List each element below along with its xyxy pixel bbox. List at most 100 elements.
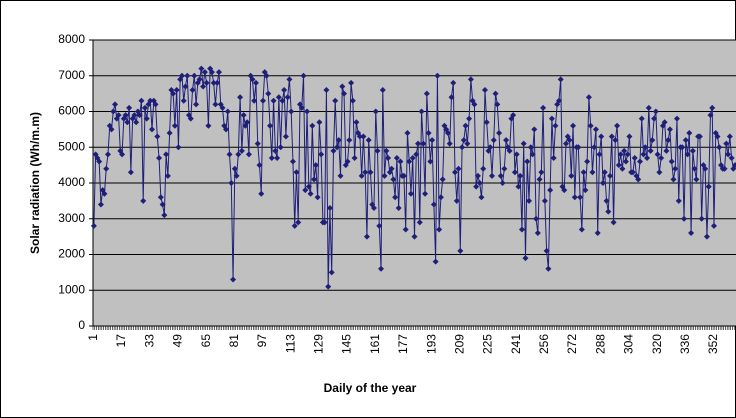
y-tick-label: 7000 (58, 68, 85, 82)
data-marker (582, 187, 589, 194)
data-marker (309, 122, 316, 129)
x-tick-label: 352 (706, 334, 720, 354)
data-marker (90, 222, 97, 229)
data-marker (710, 222, 717, 229)
data-marker (305, 183, 312, 190)
data-marker (184, 72, 191, 79)
data-marker (282, 133, 289, 140)
data-marker (681, 215, 688, 222)
data-marker (379, 87, 386, 94)
data-marker (631, 154, 638, 161)
data-marker (601, 169, 608, 176)
data-marker (363, 233, 370, 240)
data-marker (540, 104, 547, 111)
data-marker (545, 265, 552, 272)
data-marker (568, 172, 575, 179)
data-marker (228, 180, 235, 186)
data-marker (422, 190, 429, 197)
data-marker (494, 101, 501, 108)
data-marker (388, 165, 395, 172)
data-marker (138, 97, 145, 104)
data-marker (437, 194, 444, 201)
data-marker (624, 151, 631, 158)
y-tick-label: 6000 (58, 104, 85, 118)
data-marker (341, 90, 348, 97)
data-marker (122, 112, 129, 119)
data-marker (127, 169, 134, 176)
data-marker (444, 129, 451, 136)
data-marker (651, 115, 658, 122)
data-marker (487, 144, 494, 151)
data-marker (427, 158, 434, 165)
data-marker (409, 154, 416, 161)
data-marker (230, 276, 237, 283)
data-marker (393, 154, 400, 161)
data-marker (518, 226, 525, 233)
x-tick-label: 288 (593, 334, 607, 354)
data-marker (240, 112, 247, 119)
data-marker (376, 222, 383, 229)
data-marker (513, 151, 520, 158)
data-marker (97, 201, 104, 208)
data-marker (180, 97, 187, 104)
data-marker (703, 233, 710, 240)
data-marker (171, 122, 178, 129)
data-marker (196, 76, 203, 83)
data-marker (385, 154, 392, 161)
data-marker (152, 101, 159, 108)
y-axis-title: Solar radiation (Wh/m.m) (28, 112, 42, 254)
data-marker (402, 226, 409, 233)
x-tick-label: 225 (481, 334, 495, 354)
data-marker (550, 154, 557, 161)
data-marker (244, 119, 251, 126)
data-marker (104, 151, 111, 158)
data-marker (201, 69, 208, 76)
data-marker (693, 176, 700, 183)
data-marker (235, 151, 242, 158)
data-marker (161, 212, 168, 219)
data-marker (226, 151, 233, 158)
data-marker (119, 151, 126, 158)
data-marker (714, 133, 721, 140)
data-marker (423, 90, 430, 97)
data-marker (337, 172, 344, 179)
data-marker (557, 76, 564, 83)
data-marker (555, 97, 562, 104)
data-marker (585, 94, 592, 101)
data-marker (259, 97, 266, 104)
data-marker (411, 233, 418, 240)
y-tick-label: 0 (78, 318, 85, 332)
data-marker (673, 115, 680, 122)
data-marker (499, 180, 506, 186)
data-marker (124, 119, 131, 126)
data-marker (136, 112, 143, 119)
data-marker (395, 205, 402, 212)
x-tick-label: 193 (424, 334, 438, 354)
data-marker (489, 172, 496, 179)
data-marker (434, 72, 441, 79)
data-marker (346, 137, 353, 144)
data-marker (612, 137, 619, 144)
data-marker (670, 176, 677, 183)
data-marker (406, 158, 413, 165)
data-marker (615, 162, 622, 169)
data-marker (219, 104, 226, 111)
data-marker (420, 140, 427, 147)
data-marker (254, 140, 261, 147)
data-marker (416, 219, 423, 226)
data-marker (575, 144, 582, 151)
data-marker (224, 108, 231, 115)
data-marker (275, 94, 282, 101)
data-marker (548, 115, 555, 122)
data-marker (619, 165, 626, 172)
data-marker (665, 137, 672, 144)
data-marker (705, 183, 712, 190)
data-marker (126, 104, 133, 111)
data-marker (515, 183, 522, 190)
data-marker (649, 137, 656, 144)
data-marker (415, 140, 422, 147)
data-marker (141, 104, 148, 111)
data-marker (362, 169, 369, 176)
data-marker (533, 215, 540, 222)
